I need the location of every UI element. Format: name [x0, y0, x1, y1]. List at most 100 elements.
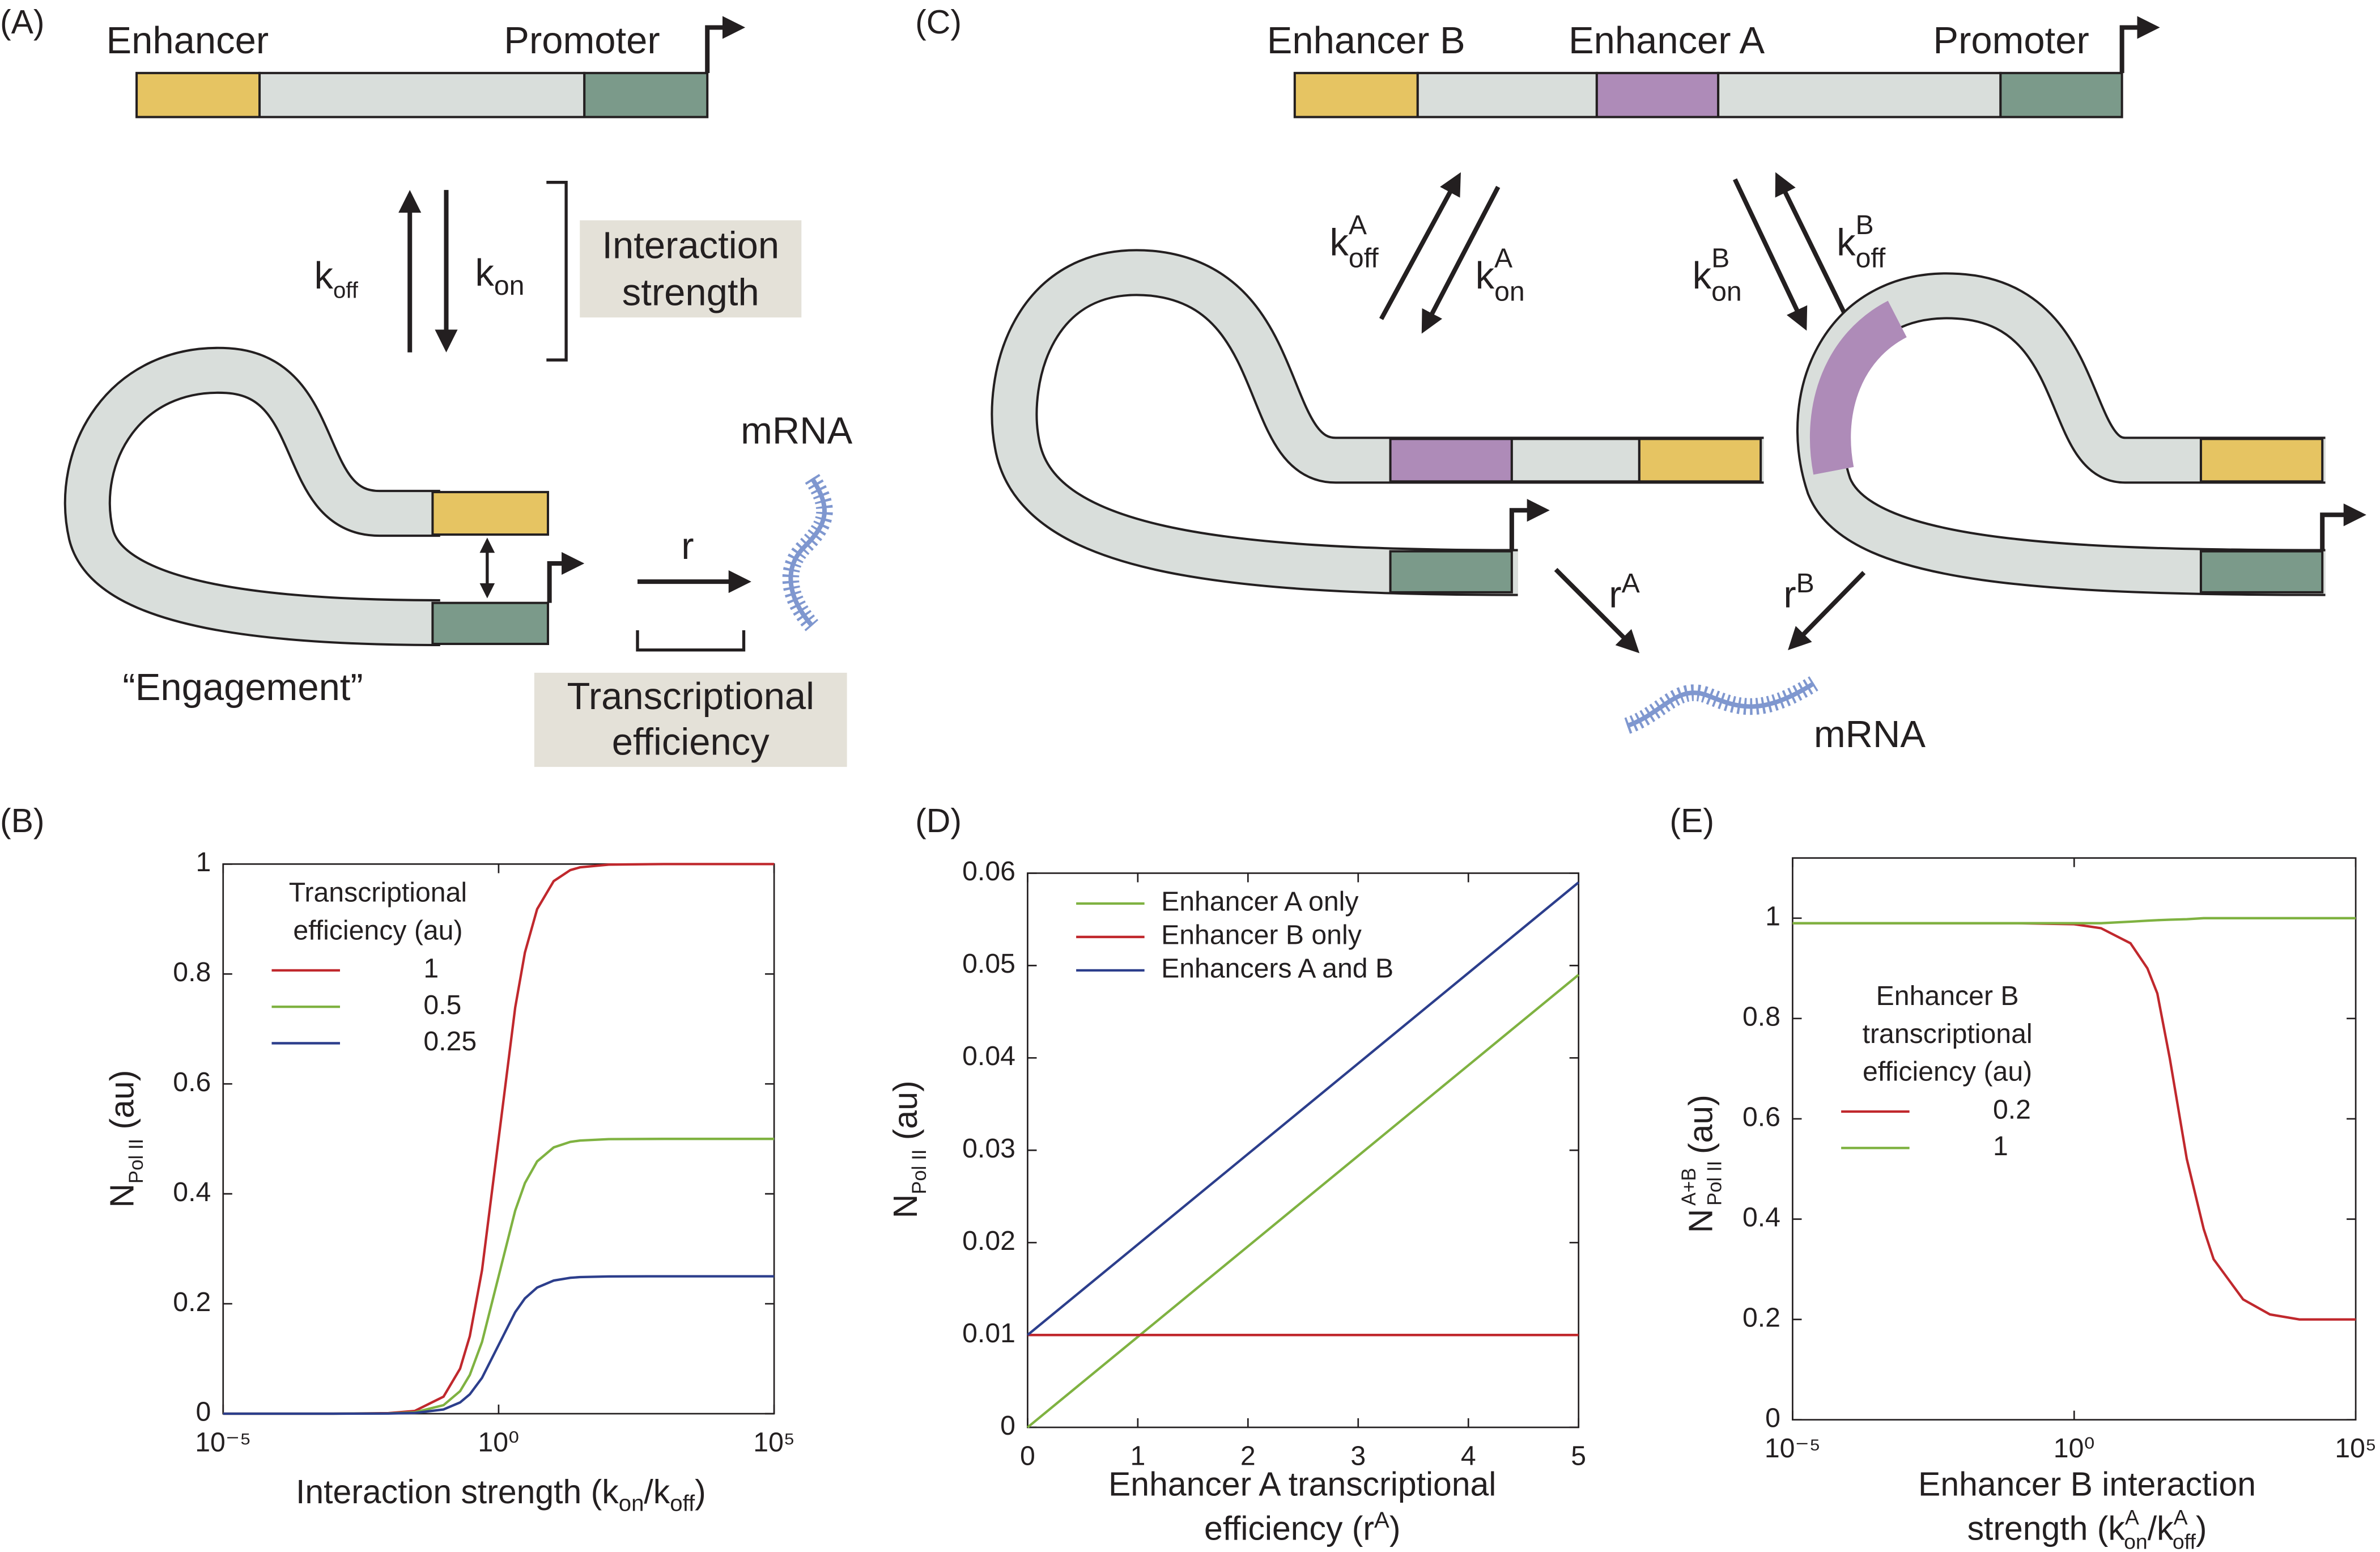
t: (au) [887, 1080, 924, 1149]
panel-label: (A) [0, 4, 45, 41]
y-tick-label: 0.03 [962, 1133, 1015, 1164]
legend-title: efficiency (au) [293, 915, 462, 946]
enhancer-block [1638, 438, 1762, 483]
arrow [1775, 172, 1850, 320]
y-axis-label: NPol II (au) [104, 1070, 147, 1208]
y-tick-label: 0 [1000, 1410, 1015, 1441]
chart: 0 0.2 0.4 0.6 0.8 1 10⁻⁵ 10⁰ 10⁵ Enhancer B transc… [1742, 857, 2377, 1464]
t: on [1494, 277, 1525, 307]
x-axis-label: Interaction strength (kon/koff) [296, 1474, 706, 1516]
y-tick-label: 0.8 [173, 957, 211, 987]
legend-title: transcriptional [1863, 1019, 2033, 1049]
x-tick-label: 1 [1130, 1440, 1145, 1471]
promoter-block [2199, 550, 2324, 593]
t: ) [2196, 1510, 2207, 1547]
t: NPol II (au) [104, 1070, 147, 1208]
legend-title: efficiency (au) [1863, 1057, 2032, 1087]
y-tick-label: 0.2 [1742, 1302, 1780, 1333]
promoter-arrow [1509, 499, 1550, 552]
label-box [580, 220, 802, 318]
x-tick-label: 5 [1571, 1440, 1586, 1471]
enhancer-block [431, 491, 549, 536]
promoter-block [583, 71, 709, 118]
series-line [1027, 881, 1580, 1336]
y-tick-label: 1 [196, 847, 211, 877]
dna-block [1510, 438, 1640, 483]
t: NPol II (au) [887, 1080, 930, 1218]
enhancer-block [135, 71, 261, 118]
t: k [314, 255, 333, 297]
t: off [333, 277, 359, 303]
t: ) [1389, 1510, 1401, 1547]
t: off [2173, 1529, 2196, 1552]
x-tick-label: 10⁻⁵ [195, 1427, 251, 1457]
promoter-arrow [547, 552, 585, 603]
enhancer-block [1293, 71, 1419, 118]
t: ) [695, 1474, 706, 1511]
legend-label: 1 [1993, 1131, 2008, 1161]
enhancer-block [1389, 438, 1513, 483]
panel-label: (B) [0, 803, 45, 839]
t: A+B [1678, 1168, 1700, 1206]
y-tick-label: 0.6 [1742, 1102, 1780, 1133]
rate-label: koff [314, 255, 358, 303]
promoter-arrow [705, 16, 746, 73]
series-line [1792, 917, 2356, 925]
dna-block [258, 71, 586, 118]
promoter-arrow [2119, 16, 2160, 73]
y-tick-label: 0.02 [962, 1226, 1015, 1256]
rate-label: kB on [1693, 243, 1742, 307]
x-tick-label: 3 [1350, 1440, 1366, 1471]
label: efficiency [612, 721, 770, 764]
legend-label: Enhancers A and B [1161, 953, 1393, 984]
enhancer-block [1595, 71, 1720, 118]
t: on [1711, 277, 1742, 307]
legend-title: Enhancer B [1876, 981, 2019, 1011]
label: mRNA [741, 409, 852, 452]
t: (au) [104, 1070, 141, 1139]
t: off [1349, 243, 1379, 274]
x-tick-label: 10⁰ [2054, 1433, 2095, 1464]
t: on [619, 1490, 644, 1516]
t: A [1494, 243, 1513, 274]
rate-label: r [681, 525, 694, 567]
y-tick-label: 0.6 [173, 1067, 211, 1097]
arrow [1379, 172, 1461, 320]
t: r [1609, 574, 1621, 616]
t: B [1796, 568, 1814, 599]
x-tick-label: 10⁵ [753, 1427, 795, 1457]
rate-label: rA [1609, 568, 1640, 616]
y-tick-label: 0 [196, 1397, 211, 1427]
label: Promoter [1933, 19, 2089, 62]
dna-loop [993, 251, 1764, 594]
label: strength [622, 272, 759, 314]
y-tick-label: 0 [1765, 1402, 1780, 1433]
rate-label: kon [475, 252, 524, 301]
y-tick-label: 0.4 [173, 1177, 211, 1207]
promoter-block [431, 601, 549, 645]
t: N [1682, 1209, 1719, 1233]
t: A [1349, 210, 1367, 240]
t: B [1856, 210, 1874, 240]
series-line [223, 1275, 775, 1415]
legend-label: 0.2 [1993, 1095, 2031, 1125]
t: efficiency (r [1204, 1510, 1374, 1547]
t: Pol II [1704, 1161, 1726, 1206]
t: A [2125, 1506, 2139, 1529]
diagram-c: Enhancer B Enhancer A Promoter kA off kA o… [991, 16, 2366, 756]
x-tick-label: 10⁰ [478, 1427, 519, 1457]
x-tick-label: 0 [1020, 1440, 1035, 1471]
label: Enhancer B [1267, 19, 1465, 62]
panel-label: (E) [1669, 803, 1714, 839]
dna-block [1416, 71, 1598, 118]
legend-label: Enhancer A only [1161, 887, 1358, 917]
t: Pol II [125, 1139, 147, 1184]
series-line [1027, 974, 1580, 1428]
promoter-arrow [2320, 503, 2366, 552]
dna-block [1717, 71, 2002, 118]
legend-label: 0.5 [423, 990, 461, 1020]
x-tick-label: 10⁵ [2335, 1433, 2377, 1464]
x-axis-label: efficiency (rA) [1204, 1507, 1401, 1547]
x-tick-label: 4 [1461, 1440, 1476, 1471]
